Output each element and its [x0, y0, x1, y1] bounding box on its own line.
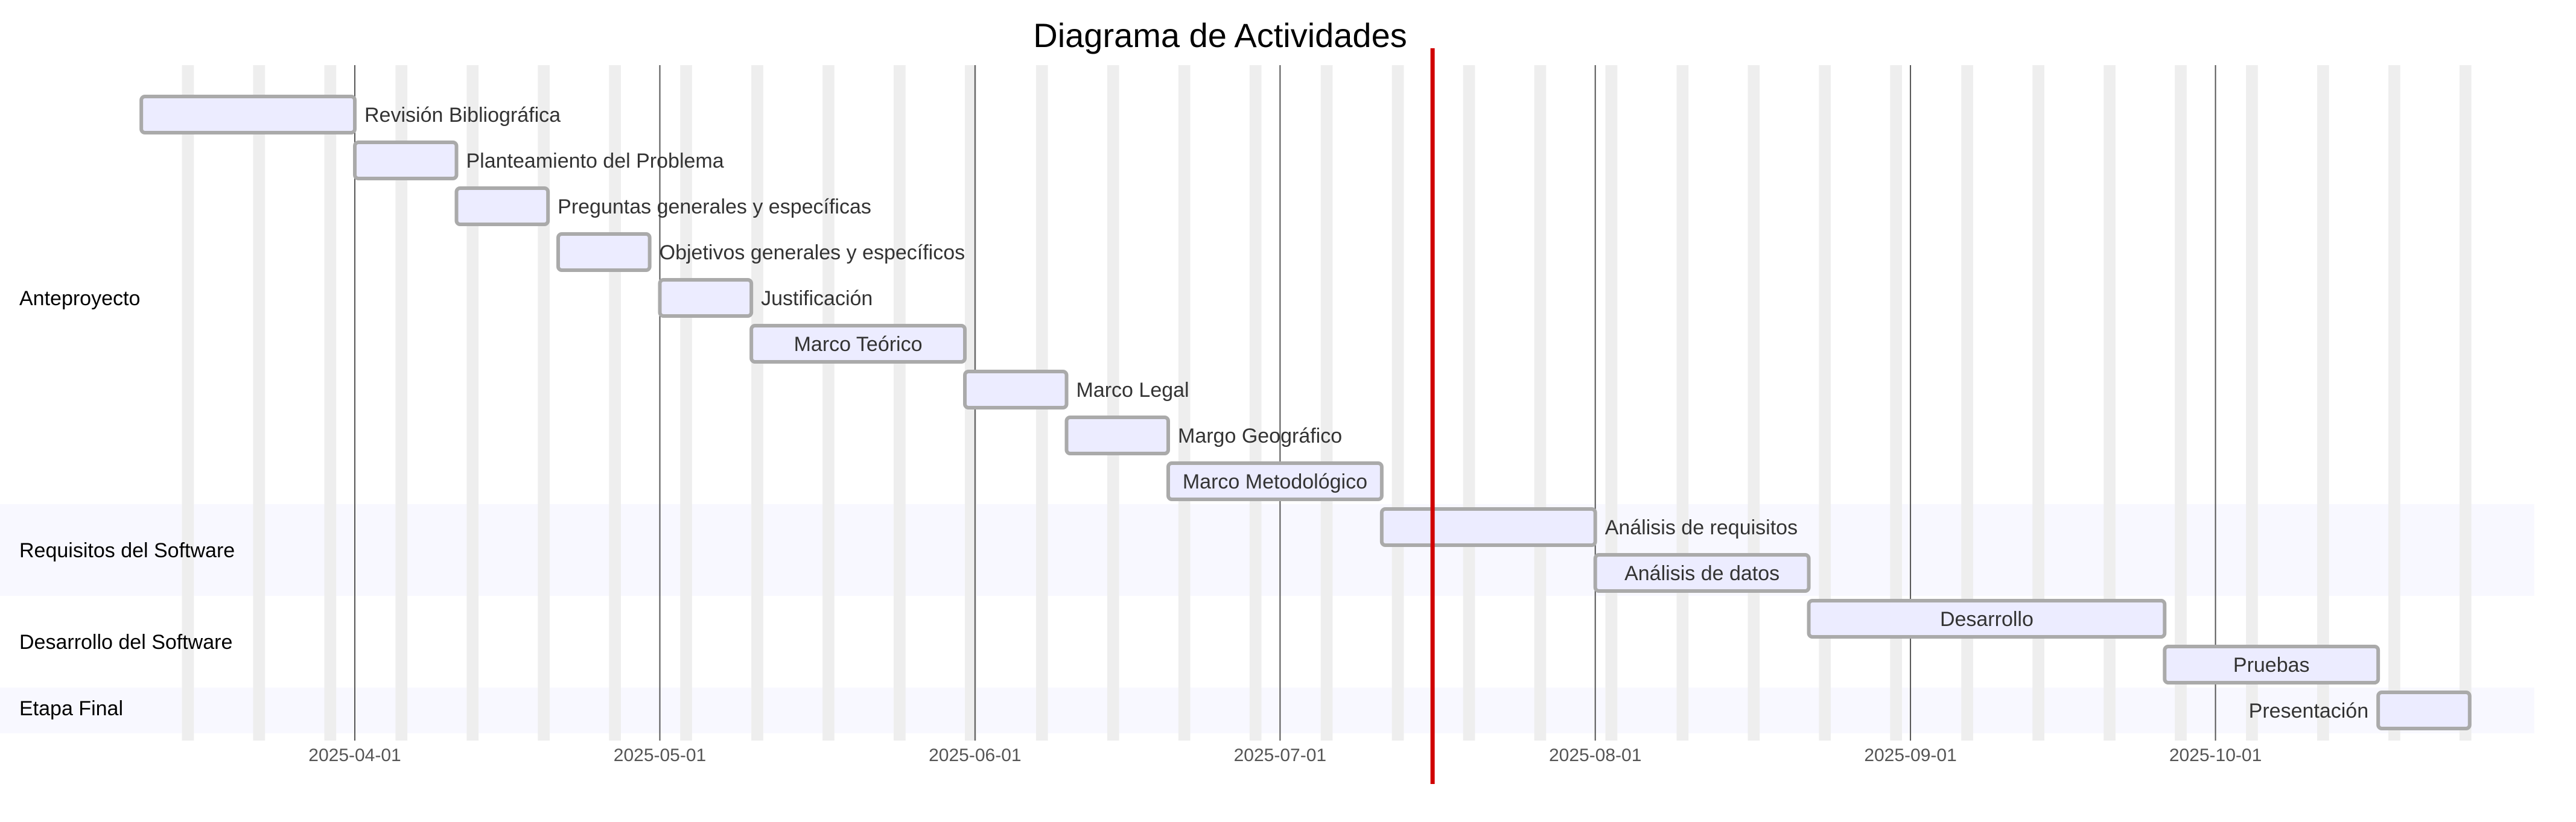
task-bar: [2376, 691, 2472, 730]
weekend-band: [538, 65, 550, 741]
task-label: Pruebas: [2233, 654, 2310, 677]
weekend-band: [1249, 65, 1262, 741]
task-label: Planteamiento del Problema: [466, 150, 724, 172]
tick-label: 2025-10-01: [2169, 745, 2262, 765]
weekend-band: [822, 65, 835, 741]
weekend-band: [2459, 65, 2472, 741]
tick-label: 2025-04-01: [308, 745, 401, 765]
weekend-band: [894, 65, 906, 741]
task-labels: Revisión Bibliográfica Planteamiento del …: [364, 104, 2368, 722]
weekend-band: [1391, 65, 1404, 741]
weekend-band: [182, 65, 194, 741]
section-label: Etapa Final: [19, 697, 123, 720]
section-label: Requisitos del Software: [19, 539, 235, 562]
task-bar: [139, 95, 357, 134]
task-label: Desarrollo: [1940, 608, 2034, 631]
weekend-band: [2032, 65, 2044, 741]
tick-labels: 2025-04-01 2025-05-01 2025-06-01 2025-07-01…: [308, 745, 2262, 765]
weekend-band: [1819, 65, 1831, 741]
weekend-band: [680, 65, 692, 741]
task-label: Marco Metodológico: [1183, 470, 1367, 493]
weekend-band: [751, 65, 763, 741]
weekend-band: [1961, 65, 1973, 741]
task-bars: [139, 95, 2472, 730]
weekend-band: [2175, 65, 2187, 741]
weekend-band: [1676, 65, 1689, 741]
weekend-band: [1463, 65, 1475, 741]
weekend-band: [1534, 65, 1547, 741]
weekend-band: [1320, 65, 1333, 741]
task-label: Análisis de requisitos: [1605, 516, 1798, 539]
weekend-band: [253, 65, 266, 741]
task-bar: [454, 186, 550, 226]
task-label: Margo Geográfico: [1178, 425, 1342, 447]
task-bar: [1064, 416, 1170, 455]
tick-label: 2025-09-01: [1864, 745, 1956, 765]
weekend-band: [1890, 65, 1903, 741]
task-label: Objetivos generales y específicos: [660, 241, 965, 264]
section-labels: Anteproyecto Requisitos del Software Desar…: [19, 287, 235, 720]
tick-label: 2025-07-01: [1234, 745, 1326, 765]
weekend-band: [2246, 65, 2258, 741]
task-bar: [1379, 507, 1597, 547]
task-bar: [658, 278, 754, 318]
task-label: Análisis de datos: [1624, 562, 1779, 585]
section-band: [0, 688, 2534, 733]
weekend-band: [395, 65, 408, 741]
tick-label: 2025-06-01: [929, 745, 1021, 765]
task-bar: [2163, 645, 2380, 684]
task-bar: [1593, 553, 1811, 593]
task-bar: [963, 370, 1069, 409]
tick-label: 2025-08-01: [1549, 745, 1641, 765]
weekend-band: [1107, 65, 1119, 741]
chart-title: Diagrama de Actividades: [1033, 16, 1407, 54]
task-label: Marco Teórico: [794, 333, 923, 356]
weekend-band: [2317, 65, 2329, 741]
section-band: [0, 504, 2534, 596]
task-label: Presentación: [2249, 700, 2368, 722]
weekend-band: [1178, 65, 1191, 741]
tick-label: 2025-05-01: [614, 745, 706, 765]
weekend-band: [1605, 65, 1618, 741]
task-label: Justificación: [761, 287, 873, 310]
weekend-band: [2388, 65, 2400, 741]
task-bar: [1166, 461, 1384, 501]
task-bar: [749, 324, 967, 364]
task-bar: [1807, 599, 2167, 639]
task-label: Revisión Bibliográfica: [364, 104, 561, 127]
task-bar: [353, 141, 459, 180]
section-label: Desarrollo del Software: [19, 631, 232, 654]
weekend-band: [2104, 65, 2116, 741]
task-label: Preguntas generales y específicas: [558, 195, 871, 218]
section-label: Anteproyecto: [19, 287, 140, 310]
task-bar: [556, 232, 652, 272]
weekend-band: [1748, 65, 1760, 741]
weekend-band: [324, 65, 337, 741]
weekend-band: [466, 65, 479, 741]
task-label: Marco Legal: [1077, 379, 1189, 402]
